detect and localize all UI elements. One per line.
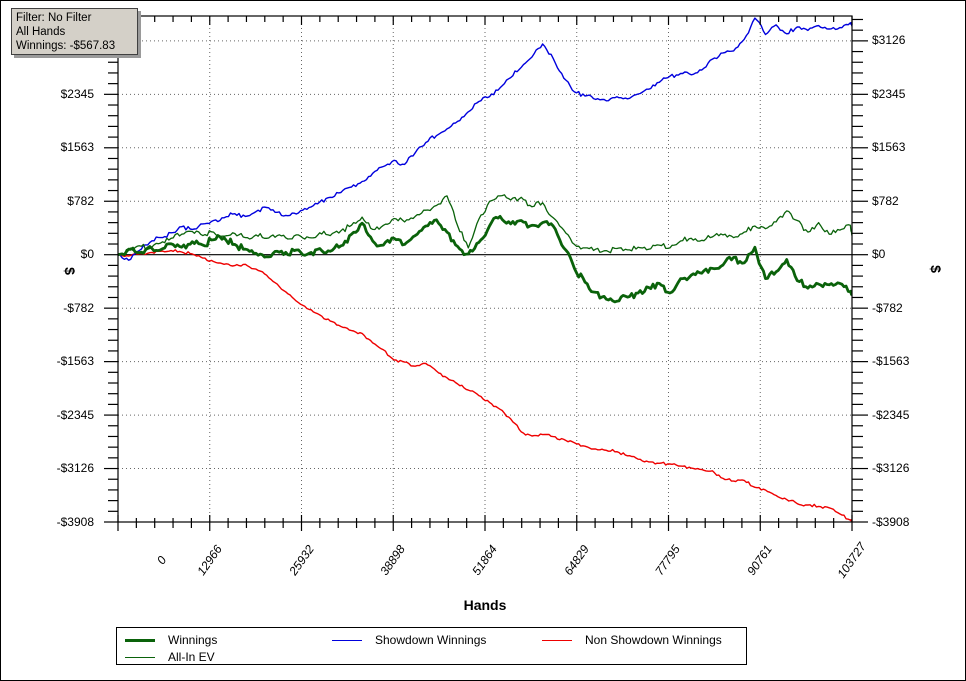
legend-label-all-in-ev: All-In EV [168, 650, 215, 664]
winnings-line-sample [125, 638, 155, 642]
y-axis-tick-label-right: -$782 [872, 300, 903, 315]
legend-item-showdown-winnings: Showdown Winnings [332, 632, 486, 648]
y-axis-tick-label-right: -$3126 [872, 461, 910, 475]
x-axis-title: Hands [463, 597, 507, 613]
y-axis-tick-label-left: $2345 [60, 86, 94, 101]
non-showdown-winnings-line-sample [542, 639, 572, 641]
y-axis-tick-label-right: -$1563 [872, 354, 910, 369]
y-axis-tick-label-left: $1563 [60, 140, 94, 155]
y-axis-tick-label-left: $0 [80, 247, 94, 262]
filter-line: Filter: No Filter [16, 12, 92, 24]
legend-label-winnings: Winnings [168, 633, 218, 647]
all-in-ev-line-sample [125, 656, 155, 658]
legend-label-showdown-winnings: Showdown Winnings [375, 633, 487, 647]
legend-item-non-showdown-winnings: Non Showdown Winnings [542, 632, 722, 648]
y-axis-tick-label-right: $3126 [872, 33, 906, 48]
legend-label-non-showdown-winnings: Non Showdown Winnings [585, 633, 722, 647]
y-axis-tick-label-right: $782 [872, 193, 899, 208]
y-axis-tick-label-right: $1563 [872, 140, 906, 155]
y-axis-tick-label-left: -$1563 [56, 354, 94, 369]
hands-filter-line: All Hands [16, 26, 66, 38]
chart-legend: Winnings Showdown Winnings Non Showdown … [116, 627, 747, 665]
y-axis-title-left: $ [62, 267, 78, 275]
y-axis-tick-label-right: $0 [872, 247, 886, 262]
y-axis-tick-label-right: -$2345 [872, 407, 910, 422]
y-axis-tick-label-right: $2345 [872, 86, 906, 101]
legend-item-winnings: Winnings [125, 632, 217, 648]
y-axis-tick-label-right: -$3908 [872, 514, 910, 529]
filter-info-box: Filter: No Filter All Hands Winnings: -$… [11, 8, 138, 55]
y-axis-tick-label-left: -$3908 [56, 514, 94, 529]
y-axis-tick-label-left: -$2345 [56, 407, 94, 422]
y-axis-tick-label-left: -$782 [63, 300, 94, 315]
winnings-total-line: Winnings: -$567.83 [16, 40, 116, 52]
showdown-winnings-line-sample [332, 639, 362, 641]
legend-item-all-in-ev: All-In EV [125, 649, 215, 665]
y-axis-tick-label-left: -$3126 [56, 461, 94, 475]
y-axis-tick-label-left: $782 [67, 193, 94, 208]
